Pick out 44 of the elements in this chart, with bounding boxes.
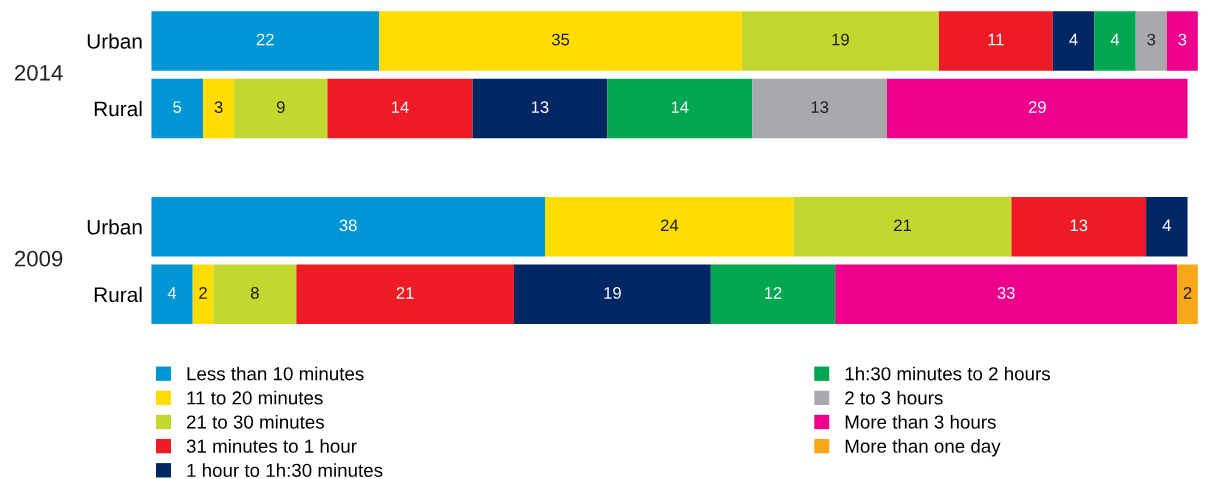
data-label: 2 [199,287,207,299]
legend-label: More than 3 hours [845,414,996,429]
data-label: 13 [1070,219,1088,232]
data-label: 2 [1183,287,1192,299]
legend-label: Less than 10 minutes [187,366,364,381]
data-label: 24 [660,219,679,232]
legend-label: 11 to 20 minutes [187,390,323,405]
legend-label: 1 hour to 1h:30 minutes [187,463,383,477]
data-label: 8 [250,287,259,299]
legend-label: 2 to 3 hours [845,390,943,405]
text: 2014 [15,64,63,81]
data-label: 13 [531,101,549,114]
data-label: 9 [276,101,285,114]
legend-label: More than one day [845,439,1001,457]
data-label: 3 [1147,33,1156,46]
data-label: 11 [988,33,1004,46]
data-label: 3 [1178,33,1187,46]
data-label: 29 [1028,101,1046,114]
data-label: 4 [1110,33,1120,46]
y-tick-label: Urban [87,219,142,235]
data-label: 12 [765,287,782,299]
text: 2009 [15,250,63,267]
data-label: 3 [214,101,223,114]
data-label: 13 [811,101,829,114]
y-tick-label: Rural [94,100,142,117]
data-label: 5 [173,101,182,114]
data-label: 14 [671,101,689,113]
data-label: 4 [1162,219,1171,232]
legend-label: 31 minutes to 1 hour [186,439,357,453]
data-label: 4 [167,287,177,299]
y-tick-label: Urban [87,33,142,49]
data-label: 4 [1069,33,1078,46]
legend-label: 21 to 30 minutes [186,414,324,429]
data-label: 14 [391,101,409,113]
data-label: 19 [604,287,621,299]
legend-label: 1h:30 minutes to 2 hours [845,366,1050,381]
y-tick-label: Rural [94,286,142,303]
data-label: 33 [997,287,1015,299]
data-label: 21 [894,219,912,232]
data-label: 22 [256,33,274,46]
data-label: 35 [551,33,570,46]
data-label: 21 [396,287,414,299]
data-label: 19 [832,33,849,46]
data-label: 38 [339,219,357,232]
